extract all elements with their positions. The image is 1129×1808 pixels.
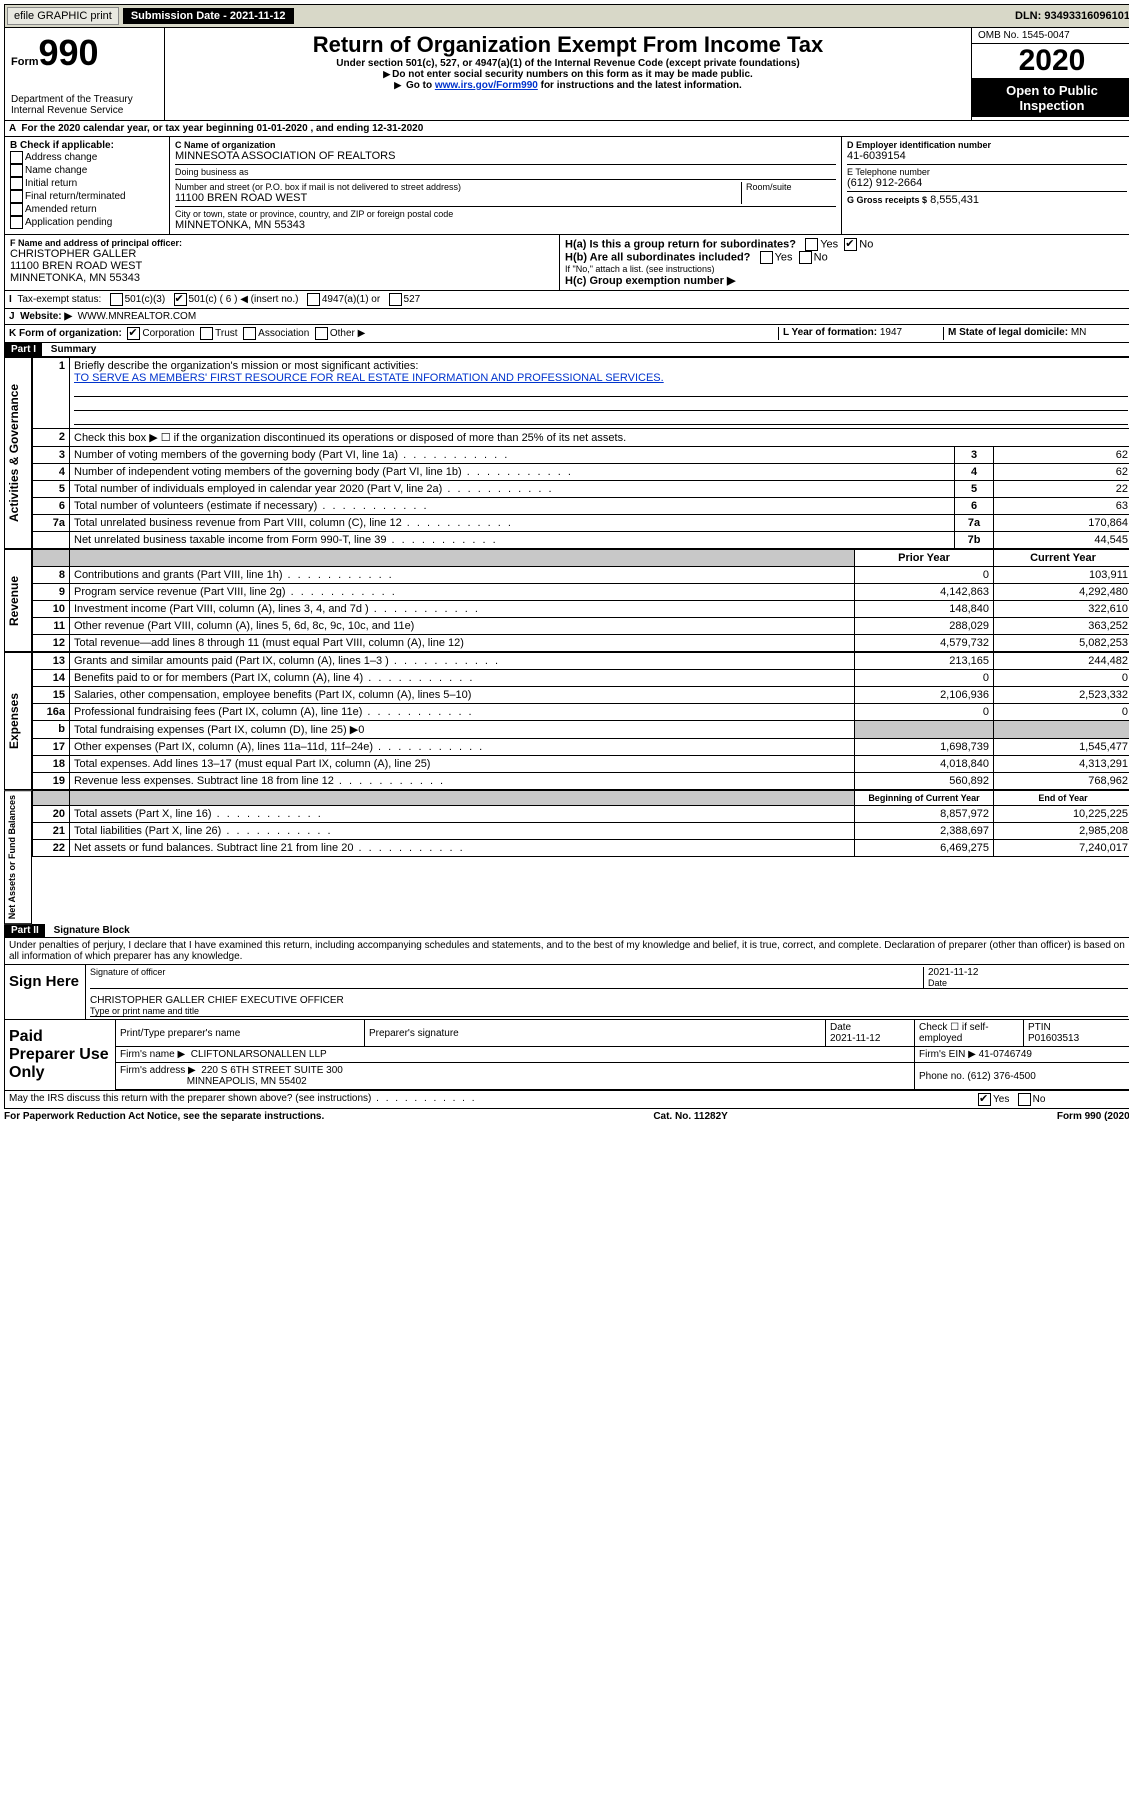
tax-year: 2020	[972, 43, 1129, 79]
mission-text: TO SERVE AS MEMBERS' FIRST RESOURCE FOR …	[74, 372, 664, 384]
city-label: City or town, state or province, country…	[175, 209, 836, 219]
opt-address-change[interactable]: Address change	[10, 151, 164, 164]
form-header: Form990 Department of the Treasury Inter…	[4, 28, 1129, 121]
form-title: Return of Organization Exempt From Incom…	[171, 32, 965, 58]
dept-treasury: Department of the Treasury Internal Reve…	[11, 94, 158, 116]
org-form-row: K Form of organization: Corporation Trus…	[4, 325, 1129, 343]
sign-here-block: Sign Here Signature of officer 2021-11-1…	[4, 965, 1129, 1020]
street-value: 11100 BREN ROAD WEST	[175, 192, 741, 204]
hc-row: H(c) Group exemption number ▶	[565, 274, 1127, 287]
perjury-text: Under penalties of perjury, I declare th…	[4, 938, 1129, 965]
side-revenue: Revenue	[4, 549, 32, 652]
ein-label: D Employer identification number	[847, 140, 1127, 150]
note-link: Go to www.irs.gov/Form990 for instructio…	[171, 80, 965, 91]
side-net-assets: Net Assets or Fund Balances	[4, 790, 32, 924]
org-name-label: C Name of organization	[175, 140, 836, 150]
gross-label: G Gross receipts $	[847, 195, 927, 205]
irs-link[interactable]: www.irs.gov/Form990	[435, 80, 538, 91]
hb-row: H(b) Are all subordinates included? Yes …	[565, 251, 1127, 264]
ein-value: 41-6039154	[847, 150, 1127, 162]
tax-exempt-row: I Tax-exempt status: 501(c)(3) 501(c) ( …	[4, 291, 1129, 309]
opt-name-change[interactable]: Name change	[10, 164, 164, 177]
submission-date: Submission Date - 2021-11-12	[123, 8, 294, 24]
period-a: A For the 2020 calendar year, or tax yea…	[4, 121, 1129, 137]
paid-preparer-label: Paid Preparer Use Only	[5, 1020, 115, 1090]
dln: DLN: 93493316096101	[1015, 10, 1129, 22]
street-label: Number and street (or P.O. box if mail i…	[175, 182, 741, 192]
city-value: MINNETONKA, MN 55343	[175, 219, 836, 231]
side-governance: Activities & Governance	[4, 357, 32, 549]
officer-name-title: CHRISTOPHER GALLER CHIEF EXECUTIVE OFFIC…	[90, 995, 1128, 1006]
officer-addr1: 11100 BREN ROAD WEST	[10, 260, 554, 272]
org-name: MINNESOTA ASSOCIATION OF REALTORS	[175, 150, 836, 162]
note-ssn: Do not enter social security numbers on …	[171, 69, 965, 80]
side-expenses: Expenses	[4, 652, 32, 790]
org-info-block: B Check if applicable: Address change Na…	[4, 137, 1129, 235]
gross-value: 8,555,431	[930, 194, 979, 206]
hb-note: If "No," attach a list. (see instruction…	[565, 264, 1127, 274]
tel-label: E Telephone number	[847, 167, 1127, 177]
open-to-public: Open to Public Inspection	[972, 79, 1129, 117]
revenue-section: Revenue Prior YearCurrent Year 8Contribu…	[4, 549, 1129, 652]
opt-application-pending[interactable]: Application pending	[10, 216, 164, 229]
net-assets-section: Net Assets or Fund Balances Beginning of…	[4, 790, 1129, 924]
website-row: J Website: ▶ WWW.MNREALTOR.COM	[4, 309, 1129, 325]
page-footer: For Paperwork Reduction Act Notice, see …	[4, 1109, 1129, 1124]
part2-header: Part II Signature Block	[4, 924, 1129, 938]
form-subtitle: Under section 501(c), 527, or 4947(a)(1)…	[171, 58, 965, 69]
omb-number: OMB No. 1545-0047	[972, 28, 1129, 43]
officer-label: F Name and address of principal officer:	[10, 238, 554, 248]
efile-button[interactable]: efile GRAPHIC print	[7, 7, 119, 25]
opt-final-return[interactable]: Final return/terminated	[10, 190, 164, 203]
ha-row: H(a) Is this a group return for subordin…	[565, 238, 1127, 251]
website-value[interactable]: WWW.MNREALTOR.COM	[78, 311, 197, 322]
form-number: Form990	[11, 32, 158, 74]
opt-initial-return[interactable]: Initial return	[10, 177, 164, 190]
room-label: Room/suite	[746, 182, 836, 192]
paid-preparer-block: Paid Preparer Use Only Print/Type prepar…	[4, 1020, 1129, 1091]
tel-value: (612) 912-2664	[847, 177, 1127, 189]
expenses-section: Expenses 13Grants and similar amounts pa…	[4, 652, 1129, 790]
officer-addr2: MINNETONKA, MN 55343	[10, 272, 554, 284]
opt-amended[interactable]: Amended return	[10, 203, 164, 216]
discuss-row: May the IRS discuss this return with the…	[4, 1091, 1129, 1109]
sign-here-label: Sign Here	[5, 965, 85, 1019]
governance-section: Activities & Governance 1 Briefly descri…	[4, 357, 1129, 549]
top-bar: efile GRAPHIC print Submission Date - 20…	[4, 4, 1129, 28]
officer-group-block: F Name and address of principal officer:…	[4, 235, 1129, 291]
dba-label: Doing business as	[175, 167, 836, 177]
part1-header: Part I Summary	[4, 343, 1129, 357]
officer-name: CHRISTOPHER GALLER	[10, 248, 554, 260]
check-applicable-label: B Check if applicable:	[10, 140, 164, 151]
